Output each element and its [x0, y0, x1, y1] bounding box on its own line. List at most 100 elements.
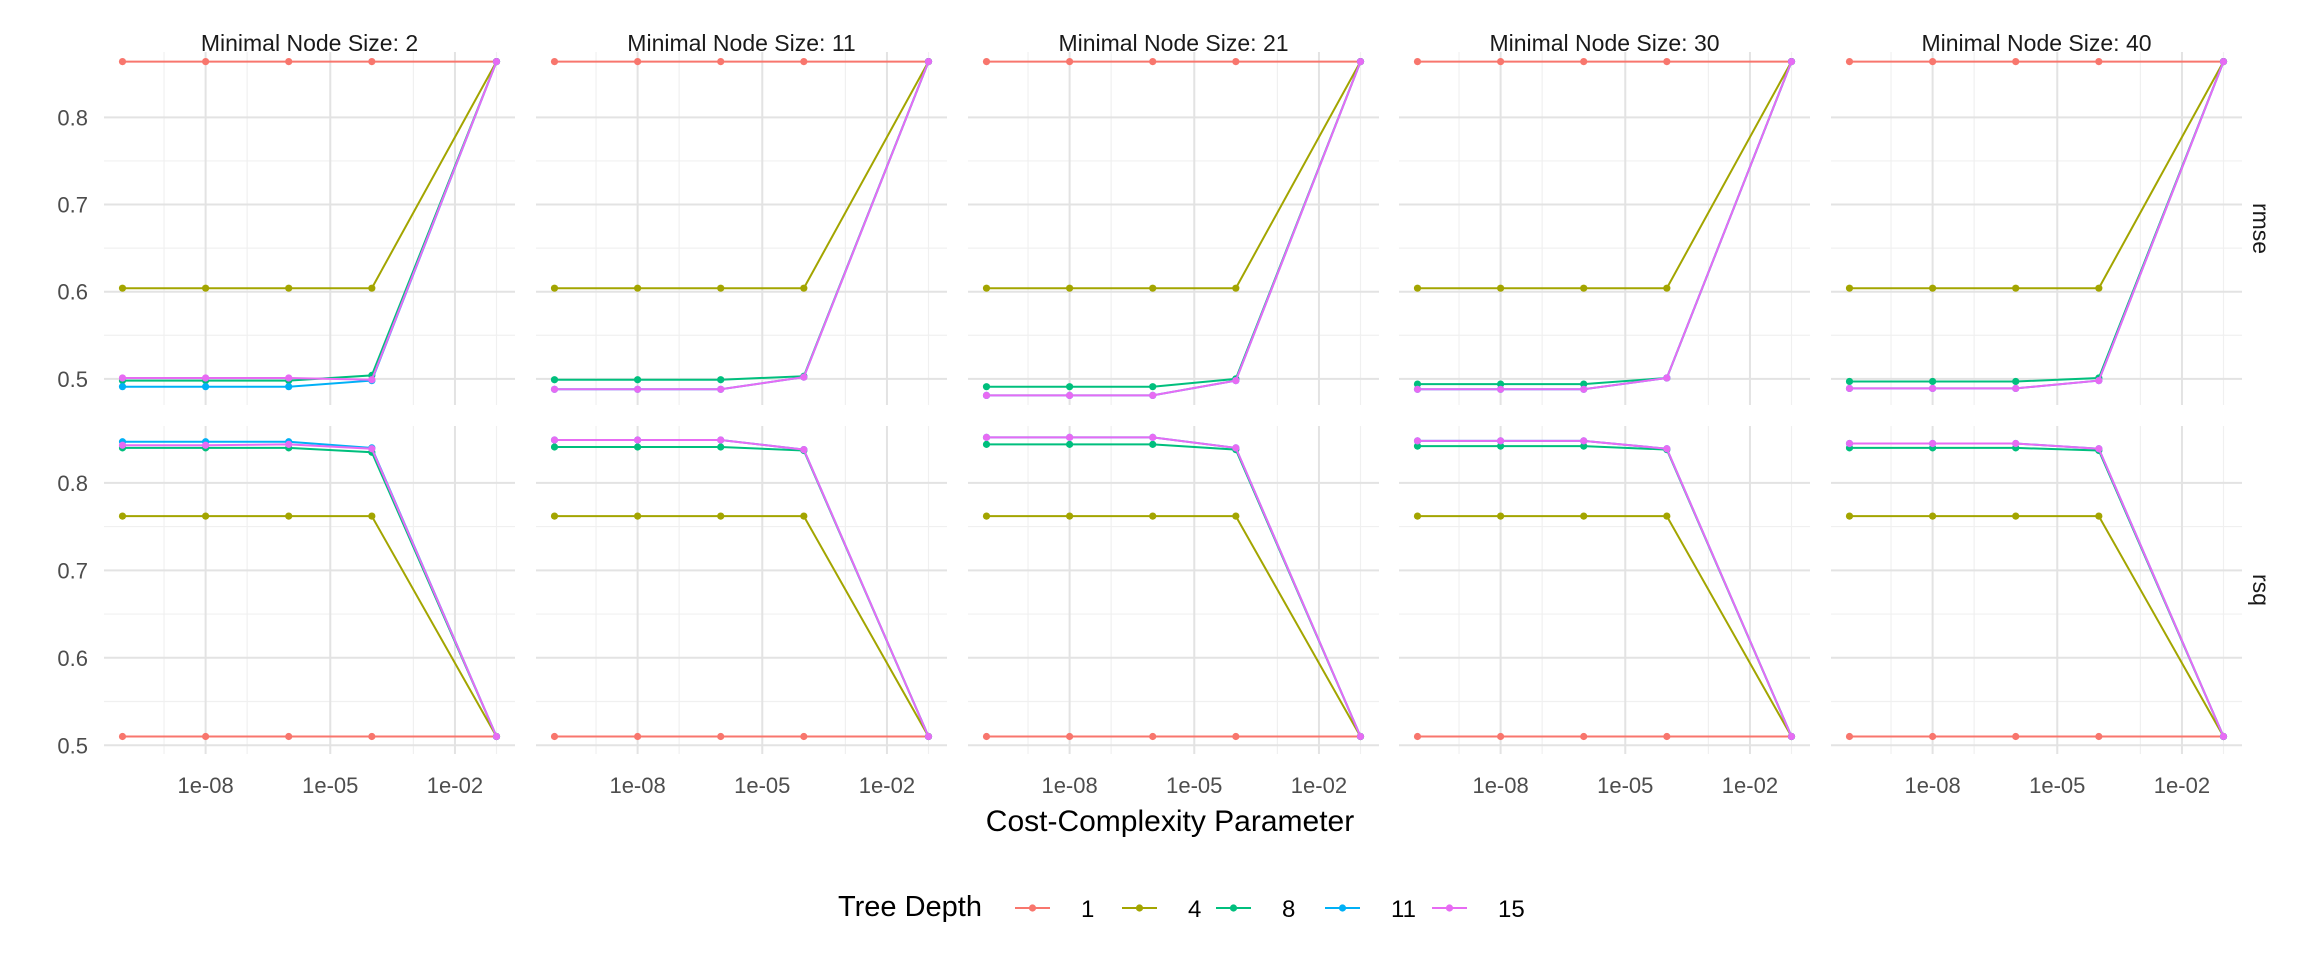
data-point: [1413, 512, 1422, 520]
data-point: [634, 57, 642, 66]
y-tick-label: 0.7: [57, 193, 88, 218]
data-point: [1232, 284, 1240, 292]
data-point: [550, 732, 559, 741]
data-point: [1580, 57, 1588, 66]
data-point: [550, 284, 559, 292]
data-point: [2219, 57, 2228, 66]
series-line: [986, 61, 1362, 290]
data-point: [368, 284, 376, 292]
series-line: [122, 61, 498, 381]
data-point: [1149, 57, 1157, 66]
x-tick-label: 1e-05: [302, 773, 358, 798]
data-point: [118, 57, 127, 66]
series-line: [122, 61, 498, 382]
data-point: [1497, 57, 1505, 66]
data-point: [202, 441, 210, 449]
series-line: [1849, 442, 2225, 737]
data-point: [717, 284, 725, 292]
data-point: [717, 436, 725, 444]
data-point: [1929, 384, 1937, 393]
data-point: [1497, 437, 1505, 445]
series-line: [1417, 61, 1793, 391]
data-point: [202, 512, 210, 520]
data-point: [118, 441, 127, 449]
data-point: [1497, 442, 1505, 450]
data-point: [982, 440, 991, 448]
data-point: [717, 512, 725, 520]
data-point: [2095, 376, 2103, 385]
data-point: [202, 374, 210, 382]
data-point: [1580, 512, 1588, 520]
y-tick-label: 0.5: [57, 367, 88, 392]
series-line: [554, 446, 930, 737]
x-tick-label: 1e-02: [1722, 773, 1778, 798]
series-line: [1417, 445, 1793, 737]
x-tick-label: 1e-02: [427, 773, 483, 798]
facet-column-label: Minimal Node Size: 21: [1058, 30, 1288, 56]
data-point: [2219, 732, 2228, 741]
legend-title: Tree Depth: [838, 891, 982, 923]
data-point: [1066, 57, 1074, 66]
y-tick-label: 0.5: [57, 733, 88, 758]
legend-label: 4: [1188, 896, 1201, 923]
data-point: [2095, 445, 2103, 453]
data-point: [800, 284, 808, 292]
data-point: [634, 436, 642, 444]
facet-column-label: Minimal Node Size: 40: [1921, 30, 2151, 56]
x-tick-label: 1e-08: [1472, 773, 1528, 798]
x-tick-label: 1e-08: [609, 773, 665, 798]
data-point: [1663, 284, 1671, 292]
series-line: [554, 61, 930, 290]
legend-label: 8: [1282, 896, 1295, 923]
series-line: [554, 439, 930, 737]
series-line: [1417, 439, 1793, 737]
data-point: [1580, 385, 1588, 393]
data-point: [1787, 57, 1796, 66]
data-point: [1929, 512, 1937, 520]
x-tick-label: 1e-08: [1904, 773, 1960, 798]
series-line: [1849, 61, 2225, 290]
data-point: [800, 57, 808, 66]
series-line: [1417, 61, 1793, 391]
data-point: [1066, 512, 1074, 520]
data-point: [1845, 512, 1854, 520]
series-line: [554, 61, 930, 391]
data-point: [1845, 384, 1854, 393]
data-point: [1787, 732, 1796, 741]
data-point: [1149, 383, 1157, 391]
data-point: [1356, 57, 1365, 66]
data-point: [368, 512, 376, 520]
data-point: [550, 443, 559, 451]
data-point: [550, 436, 559, 444]
data-point: [1845, 284, 1854, 292]
data-point: [982, 391, 991, 400]
facet-row-label: rmse: [2248, 203, 2274, 254]
y-tick-label: 0.7: [57, 558, 88, 583]
data-point: [1149, 284, 1157, 292]
data-point: [1845, 732, 1854, 741]
x-tick-label: 1e-08: [177, 773, 233, 798]
data-point: [118, 383, 127, 391]
x-tick-label: 1e-05: [1597, 773, 1653, 798]
data-point: [1580, 442, 1588, 450]
data-point: [717, 385, 725, 393]
data-point: [1845, 439, 1854, 448]
x-axis-title: Cost-Complexity Parameter: [986, 805, 1354, 838]
y-tick-label: 0.8: [57, 105, 88, 130]
data-point: [2012, 384, 2020, 393]
x-tick-label: 1e-08: [1041, 773, 1097, 798]
data-point: [1066, 732, 1074, 741]
series-line: [554, 61, 930, 391]
data-point: [492, 732, 501, 741]
legend-label: 11: [1391, 896, 1416, 923]
data-point: [1845, 377, 1854, 386]
y-tick-label: 0.6: [57, 646, 88, 671]
data-point: [285, 512, 293, 520]
data-point: [1066, 284, 1074, 292]
series-line: [122, 440, 498, 737]
data-point: [1663, 732, 1671, 741]
data-point: [1356, 732, 1365, 741]
x-tick-label: 1e-05: [2029, 773, 2085, 798]
data-point: [1663, 445, 1671, 453]
